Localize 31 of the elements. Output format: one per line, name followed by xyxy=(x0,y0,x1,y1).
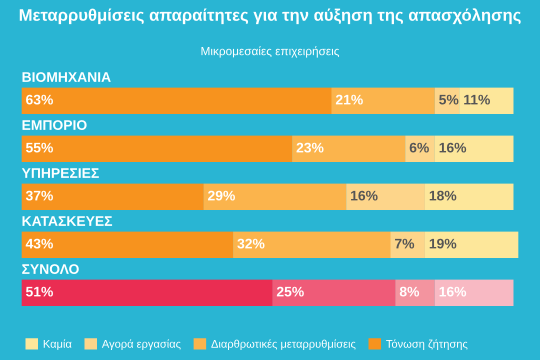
data-label: 8% xyxy=(400,286,420,297)
data-label: 43% xyxy=(26,238,53,249)
y-tick-label: ΣΥΝΟΛΟ xyxy=(22,264,79,274)
data-label: 5% xyxy=(439,94,458,105)
chart-subtitle: Μικρομεσαίες επιχειρήσεις xyxy=(202,46,340,58)
legend-label: Αγορά εργασίας xyxy=(102,339,181,350)
data-label: 16% xyxy=(351,190,378,201)
y-tick-label: ΒΙΟΜΗΧΑΝΙΑ xyxy=(22,72,111,82)
chart-title: Μεταρρυθμίσεις απαραίτητες για την αύξηση της απασχόλησης xyxy=(20,8,521,24)
data-label: 16% xyxy=(440,286,466,297)
data-label: 7% xyxy=(395,238,414,248)
data-label: 25% xyxy=(276,286,304,297)
data-label: 16% xyxy=(440,142,466,153)
data-label: 18% xyxy=(430,190,456,201)
data-label: 19% xyxy=(430,238,456,249)
data-label: 21% xyxy=(336,94,363,104)
legend-label: Διαρθρωτικές μεταρρυθμίσεις xyxy=(211,339,356,350)
data-label: 55% xyxy=(26,142,53,153)
y-tick-label: ΕΜΠΟΡΙΟ xyxy=(22,120,87,130)
data-label: 6% xyxy=(410,142,429,153)
data-label: 63% xyxy=(26,94,53,105)
data-label: 29% xyxy=(208,190,235,201)
legend-label: Τόνωση ζήτησης xyxy=(386,339,468,350)
data-label: 37% xyxy=(26,190,53,201)
data-label: 51% xyxy=(26,286,53,297)
data-label: 32% xyxy=(237,238,264,249)
y-tick-label: ΚΑΤΑΣΚΕΥΕΣ xyxy=(22,216,112,226)
data-label: 11% xyxy=(464,94,490,104)
legend-label: Καμία xyxy=(44,339,72,350)
y-tick-label: ΥΠΗΡΕΣΙΕΣ xyxy=(22,168,99,178)
data-label: 23% xyxy=(296,142,324,153)
